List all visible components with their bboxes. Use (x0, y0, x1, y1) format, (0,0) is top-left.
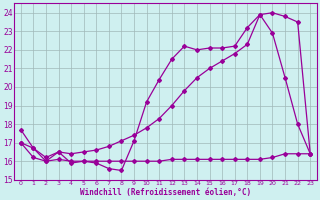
X-axis label: Windchill (Refroidissement éolien,°C): Windchill (Refroidissement éolien,°C) (80, 188, 251, 197)
